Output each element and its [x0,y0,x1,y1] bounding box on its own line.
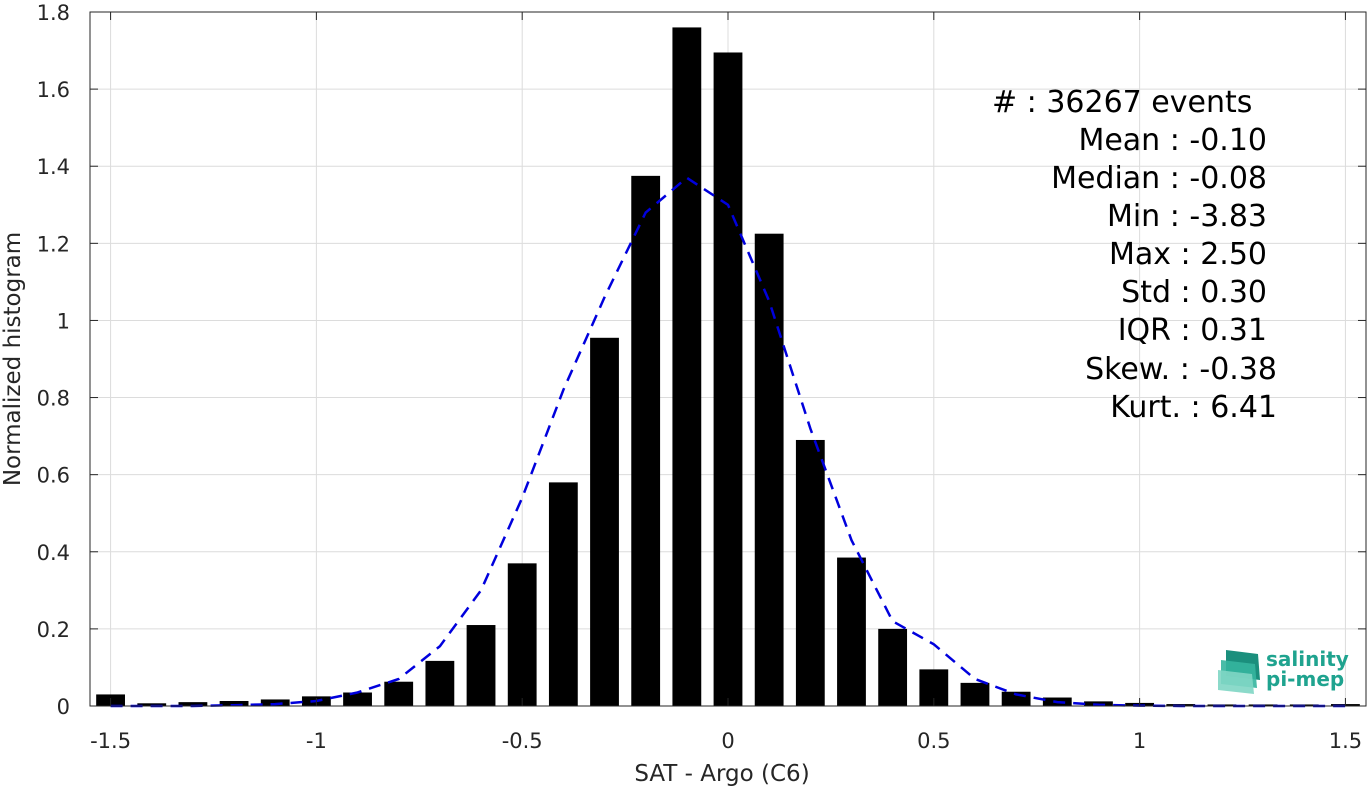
histogram-bar [260,699,290,706]
x-axis-title: SAT - Argo (C6) [634,761,809,787]
histogram-bar [590,337,619,706]
logo-wave-icon [1218,650,1260,694]
y-tick-label: 1.6 [37,78,70,102]
histogram-bar [343,692,372,706]
histogram-bar [137,703,167,706]
stats-std: Std : 0.30 [1121,275,1267,310]
histogram-bar [672,27,702,706]
histogram-bar [960,682,990,706]
stats-iqr: IQR : 0.31 [1118,313,1267,348]
axis-ticks: -1.5 -1 -0.5 0 0.5 1 1.5 0 0.2 0.4 0.6 0.8 1 1.2 1.4 1.… [37,1,1366,753]
x-tick-label: 0 [721,729,734,753]
histogram-bar [466,625,496,706]
stats-max: Max : 2.50 [1109,237,1267,272]
x-tick-label: -1 [306,729,327,753]
x-tick-label: -0.5 [502,729,543,753]
logo-line2: pi-mep [1266,667,1344,691]
histogram-bar [178,702,208,706]
y-tick-label: 1.4 [37,155,70,179]
histogram-bar [631,175,661,707]
x-tick-label: 1.5 [1329,729,1362,753]
histogram-bar [795,439,825,706]
x-tick-label: -1.5 [90,729,131,753]
stats-mean: Mean : -0.10 [1078,123,1267,158]
stats-box: # : 36267 events Mean : -0.10 Median : -… [992,85,1277,425]
histogram-bar [425,660,455,706]
y-axis-title: Normalized histogram [0,232,26,486]
histogram-bar [384,681,414,706]
y-tick-label: 1 [57,309,70,333]
histogram-bar [837,557,866,706]
histogram-bar [507,563,537,706]
histogram-bars [96,27,1360,707]
histogram-bar [219,700,249,706]
x-tick-label: 1 [1133,729,1146,753]
histogram-bar [548,482,578,706]
y-tick-label: 1.8 [37,1,70,25]
stats-min: Min : -3.83 [1107,199,1267,234]
y-tick-label: 0.6 [37,464,70,488]
logo-line1: salinity [1266,647,1349,671]
histogram-bar [713,52,743,706]
y-tick-label: 1.2 [37,232,70,256]
histogram-bar [754,233,784,706]
x-tick-label: 0.5 [917,729,950,753]
stats-median: Median : -0.08 [1051,161,1267,196]
y-tick-label: 0 [57,695,70,719]
y-tick-label: 0.2 [37,618,70,642]
histogram-bar [878,628,908,706]
salinity-pimep-logo: salinity pi-mep [1218,647,1349,694]
y-tick-label: 0.4 [37,541,70,565]
y-tick-label: 0.8 [37,387,70,411]
stats-skew: Skew. : -0.38 [1085,352,1277,387]
stats-count: # : 36267 events [992,85,1252,120]
stats-kurt: Kurt. : 6.41 [1110,390,1277,425]
